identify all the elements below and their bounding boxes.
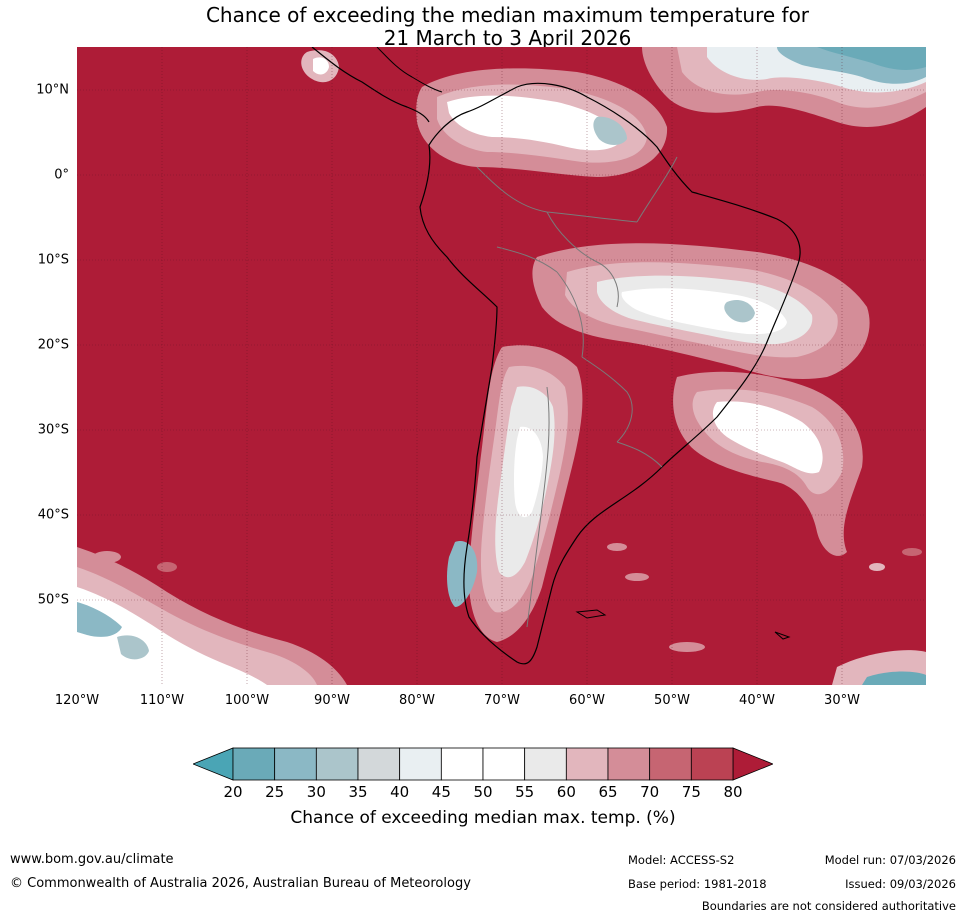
colorbar-tick-label: 30 — [306, 783, 326, 801]
north-atlantic-anomaly — [301, 47, 926, 127]
colorbar-tick-label: 75 — [681, 783, 701, 801]
colorbar-bin — [440, 747, 484, 781]
lon-label-90w: 90°W — [314, 693, 350, 708]
southwest-pacific-anomaly — [77, 547, 347, 685]
colorbar-bin — [315, 747, 359, 781]
lon-label-70w: 70°W — [484, 693, 520, 708]
colorbar-tick-label: 60 — [556, 783, 576, 801]
colorbar-bin — [607, 747, 651, 781]
colorbar-tick-label: 50 — [473, 783, 493, 801]
colorbar-bin — [649, 747, 692, 781]
lat-label-50s: 50°S — [37, 592, 69, 608]
colorbar-label: Chance of exceeding median max. temp. (%… — [290, 808, 676, 828]
lat-label-20s: 20°S — [37, 337, 69, 353]
map-title: Chance of exceeding the median maximum t… — [0, 4, 965, 50]
colorbar-tick-label: 65 — [598, 783, 618, 801]
falkland-islands — [575, 609, 607, 619]
colorbar-tick-label: 45 — [431, 783, 451, 801]
colorbar-tick-label: 25 — [265, 783, 285, 801]
probability-map — [77, 47, 926, 685]
footer-issued: Issued: 09/03/2026 — [845, 877, 956, 891]
footer-website: www.bom.gov.au/climate — [10, 852, 174, 867]
colorbar-tick-label: 70 — [640, 783, 660, 801]
lon-label-120w: 120°W — [54, 693, 100, 708]
lat-label-30s: 30°S — [37, 422, 69, 438]
colorbar-over-arrow — [732, 747, 775, 781]
south-georgia — [774, 631, 791, 640]
colorbar-bin — [690, 747, 734, 781]
scattered-patches — [93, 543, 922, 652]
lon-label-110w: 110°W — [139, 693, 185, 708]
southern-andes-anomaly — [447, 345, 583, 642]
northern-venezuela-anomaly — [416, 68, 668, 177]
colorbar-bin — [565, 747, 609, 781]
footer-disclaimer: Boundaries are not considered authoritat… — [701, 899, 956, 913]
title-line-2: 21 March to 3 April 2026 — [383, 26, 632, 50]
south-atlantic-anomaly — [673, 371, 863, 556]
lon-label-100w: 100°W — [224, 693, 270, 708]
coastline — [419, 82, 801, 665]
map-svg — [77, 47, 926, 685]
colorbar-bin — [274, 747, 317, 781]
graticule — [77, 47, 926, 685]
lat-label-10s: 10°S — [37, 252, 69, 268]
central-america-coast — [311, 47, 430, 123]
colorbar-under-arrow — [191, 747, 234, 781]
colorbar-tick-label: 55 — [515, 783, 535, 801]
colorbar-bin — [357, 747, 401, 781]
footer-model: Model: ACCESS-S2 — [628, 853, 735, 867]
colorbar-bin — [399, 747, 442, 781]
central-america-coast-north — [376, 47, 443, 93]
lon-label-80w: 80°W — [399, 693, 435, 708]
footer-base-period: Base period: 1981-2018 — [628, 877, 767, 891]
colorbar — [191, 747, 775, 781]
lon-label-60w: 60°W — [569, 693, 605, 708]
colorbar-bin — [482, 747, 526, 781]
colorbar-bin — [232, 747, 276, 781]
colorbar-tick-label: 20 — [223, 783, 243, 801]
colorbar-tick-label: 80 — [723, 783, 743, 801]
colorbar-svg — [191, 747, 775, 781]
footer-model-run: Model run: 07/03/2026 — [824, 853, 956, 867]
lon-label-40w: 40°W — [739, 693, 775, 708]
lon-label-30w: 30°W — [824, 693, 860, 708]
lon-label-50w: 50°W — [654, 693, 690, 708]
country-borders — [476, 156, 678, 628]
title-line-1: Chance of exceeding the median maximum t… — [205, 3, 810, 27]
colorbar-bin — [524, 747, 567, 781]
footer-copyright: © Commonwealth of Australia 2026, Austra… — [10, 876, 471, 891]
lat-label-40s: 40°S — [37, 507, 69, 523]
colorbar-ticks: 20 25 30 35 40 45 50 55 60 65 70 75 80 — [193, 783, 773, 803]
southeast-corner-anomaly — [832, 650, 926, 685]
colorbar-tick-label: 35 — [348, 783, 368, 801]
lat-label-10n: 10°N — [36, 82, 69, 98]
lat-label-0: 0° — [54, 167, 69, 183]
colorbar-tick-label: 40 — [390, 783, 410, 801]
